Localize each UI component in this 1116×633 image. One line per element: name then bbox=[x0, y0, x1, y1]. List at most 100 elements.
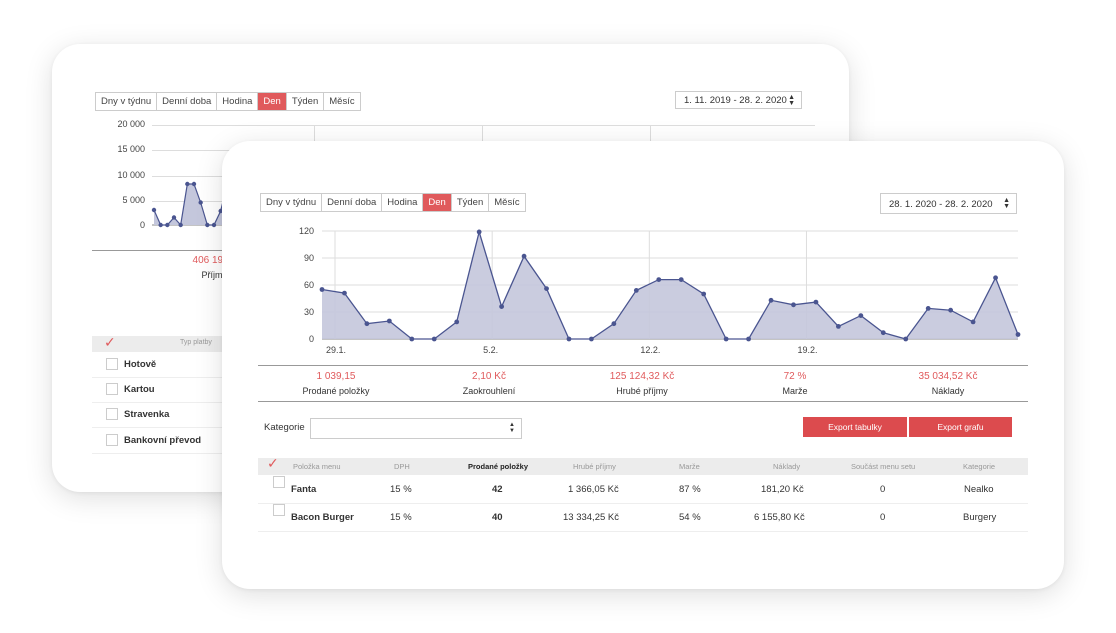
data-point[interactable] bbox=[611, 321, 617, 327]
back-tab-month[interactable]: Měsíc bbox=[329, 96, 355, 107]
back-tab-week[interactable]: Týden bbox=[287, 93, 325, 110]
data-point[interactable] bbox=[454, 319, 460, 325]
cell-vat: 15 % bbox=[390, 484, 412, 495]
cell-category: Burgery bbox=[963, 512, 997, 523]
data-point[interactable] bbox=[409, 336, 415, 342]
data-point[interactable] bbox=[656, 277, 662, 282]
tab-day[interactable]: Den bbox=[423, 194, 452, 211]
tab-time-of-day[interactable]: Denní doba bbox=[322, 194, 383, 211]
col-header-gross-revenue[interactable]: Hrubé příjmy bbox=[573, 462, 616, 471]
y-tick-label: 60 bbox=[304, 280, 314, 290]
export-chart-button[interactable]: Export grafu bbox=[909, 417, 1012, 437]
date-range-select[interactable]: 28. 1. 2020 - 28. 2. 2020 ▲ ▼ bbox=[880, 193, 1017, 214]
checkmark-icon[interactable]: ✓ bbox=[104, 334, 116, 350]
data-point[interactable] bbox=[342, 290, 347, 296]
data-point[interactable] bbox=[544, 286, 549, 291]
data-point[interactable] bbox=[319, 287, 325, 292]
tab-month[interactable]: Měsíc bbox=[494, 197, 520, 208]
cell-item: Fanta bbox=[291, 484, 317, 495]
export-table-button[interactable]: Export tabulky bbox=[803, 417, 907, 437]
data-point[interactable] bbox=[678, 277, 684, 282]
checkbox[interactable] bbox=[106, 408, 118, 421]
tab-days-of-week[interactable]: Dny v týdnu bbox=[261, 194, 323, 211]
back-data-point bbox=[165, 222, 170, 228]
back-y-tick: 5 000 bbox=[122, 195, 145, 205]
checkbox[interactable] bbox=[106, 434, 118, 447]
back-tab-days-of-week[interactable]: Dny v týdnu bbox=[96, 93, 158, 110]
checkmark-icon[interactable]: ✓ bbox=[267, 455, 279, 471]
checkbox[interactable] bbox=[106, 358, 118, 371]
col-header-vat[interactable]: DPH bbox=[394, 462, 410, 471]
data-point[interactable] bbox=[993, 275, 998, 281]
checkbox[interactable] bbox=[273, 476, 285, 488]
col-header-menu-set[interactable]: Součást menu setu bbox=[851, 462, 916, 471]
stat-label: Hrubé příjmy bbox=[616, 386, 668, 396]
back-tab-time-of-day[interactable]: Denní doba bbox=[157, 93, 218, 110]
data-point[interactable] bbox=[925, 306, 931, 311]
col-header-sold-items[interactable]: Prodané položky bbox=[468, 462, 529, 471]
checkbox[interactable] bbox=[273, 504, 285, 516]
date-range-value: 28. 1. 2020 - 28. 2. 2020 bbox=[889, 199, 993, 210]
data-point[interactable] bbox=[431, 336, 437, 342]
updown-arrows-icon: ▲ ▼ bbox=[1003, 197, 1010, 210]
chart-series bbox=[319, 229, 1021, 342]
series-line bbox=[321, 229, 1019, 340]
table-row[interactable]: Bacon Burger 15 % 40 13 334,25 Kč 54 % 6… bbox=[258, 504, 1028, 532]
col-header-margin[interactable]: Marže bbox=[679, 462, 700, 471]
cell-margin: 87 % bbox=[679, 484, 701, 495]
data-point[interactable] bbox=[880, 330, 886, 336]
data-point[interactable] bbox=[746, 336, 751, 342]
category-select[interactable]: ▲ ▼ bbox=[310, 418, 522, 439]
back-series-area bbox=[154, 183, 234, 225]
back-row-card[interactable]: Kartou bbox=[92, 378, 242, 403]
data-point[interactable] bbox=[813, 299, 819, 305]
data-point[interactable] bbox=[566, 336, 572, 342]
data-point[interactable] bbox=[835, 324, 841, 329]
back-date-range-value: 1. 11. 2019 - 28. 2. 2020 bbox=[684, 95, 787, 106]
back-tab-hour[interactable]: Hodina bbox=[217, 93, 259, 110]
data-point[interactable] bbox=[386, 318, 392, 324]
back-stat-value: 406 198, bbox=[192, 255, 232, 266]
data-point[interactable] bbox=[858, 313, 864, 318]
checkbox[interactable] bbox=[106, 383, 118, 396]
data-point[interactable] bbox=[970, 319, 976, 325]
data-point[interactable] bbox=[948, 307, 954, 313]
sales-chart: 120 90 60 30 0 29.1. 5.2. 12.2. 19.2. bbox=[299, 226, 1021, 355]
back-tab-day[interactable]: Den bbox=[258, 93, 287, 110]
back-row-label: Hotově bbox=[124, 359, 157, 370]
data-point[interactable] bbox=[903, 336, 909, 342]
back-stat-label: Příjm bbox=[201, 270, 223, 280]
cell-costs: 6 155,80 Kč bbox=[754, 512, 805, 523]
col-header-category[interactable]: Kategorie bbox=[963, 462, 996, 471]
data-point[interactable] bbox=[768, 297, 774, 303]
tab-week[interactable]: Týden bbox=[452, 194, 490, 211]
col-header-costs[interactable]: Náklady bbox=[773, 462, 801, 471]
data-point[interactable] bbox=[633, 288, 639, 293]
data-point[interactable] bbox=[723, 336, 729, 342]
back-period-tabs: Dny v týdnu Denní doba Hodina Den Týden … bbox=[95, 92, 361, 111]
table-row[interactable]: Fanta 15 % 42 1 366,05 Kč 87 % 181,20 Kč… bbox=[258, 476, 1028, 504]
data-point[interactable] bbox=[1015, 332, 1021, 337]
back-y-tick: 10 000 bbox=[117, 170, 145, 180]
back-row-cash[interactable]: Hotově bbox=[92, 353, 242, 378]
data-point[interactable] bbox=[791, 302, 796, 308]
back-row-voucher[interactable]: Stravenka bbox=[92, 403, 242, 428]
tab-hour[interactable]: Hodina bbox=[382, 194, 424, 211]
category-label: Kategorie bbox=[264, 422, 305, 433]
data-point[interactable] bbox=[701, 291, 707, 297]
back-data-point bbox=[211, 222, 217, 228]
back-stat-revenue: 406 198, Příjm bbox=[132, 255, 292, 280]
stats-bottom-divider bbox=[258, 401, 1028, 402]
cell-sold: 42 bbox=[492, 484, 503, 495]
data-point[interactable] bbox=[499, 304, 505, 309]
data-point[interactable] bbox=[521, 253, 527, 259]
back-table-header: ✓ Typ platby bbox=[92, 334, 242, 352]
back-data-point bbox=[178, 222, 183, 228]
back-row-bank-transfer[interactable]: Bankovní převod bbox=[92, 429, 242, 454]
back-date-range-select[interactable]: 1. 11. 2019 - 28. 2. 2020 ▲ ▼ bbox=[675, 91, 802, 109]
col-header-item[interactable]: Položka menu bbox=[293, 462, 341, 471]
data-point[interactable] bbox=[589, 336, 594, 342]
data-point[interactable] bbox=[476, 229, 482, 235]
stat-label: Marže bbox=[782, 386, 808, 396]
data-point[interactable] bbox=[364, 321, 370, 327]
